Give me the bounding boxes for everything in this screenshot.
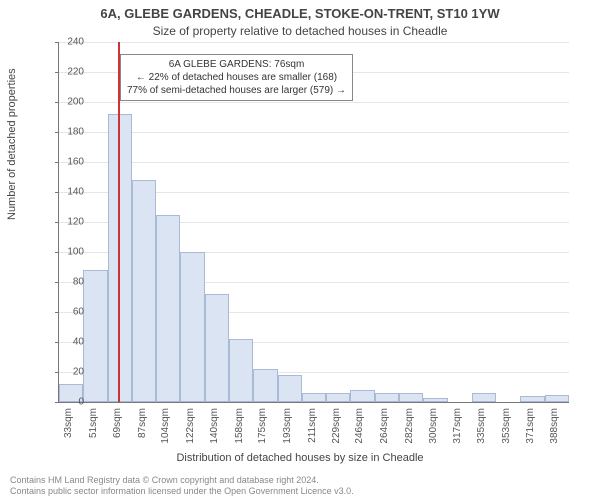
xtick-label: 175sqm (257, 408, 268, 448)
ytick-label: 240 (54, 37, 84, 48)
histogram-bar (156, 215, 180, 403)
annotation-line-2: ← 22% of detached houses are smaller (16… (127, 71, 346, 84)
histogram-bar (545, 395, 569, 403)
xtick-label: 51sqm (88, 408, 99, 448)
xtick-label: 335sqm (476, 408, 487, 448)
histogram-bar (132, 180, 156, 402)
ytick-label: 120 (54, 217, 84, 228)
histogram-bar (83, 270, 107, 402)
histogram-bar (205, 294, 229, 402)
annotation-line-1: 6A GLEBE GARDENS: 76sqm (127, 58, 346, 71)
ytick-label: 60 (54, 307, 84, 318)
histogram-bar (375, 393, 399, 402)
xtick-label: 317sqm (452, 408, 463, 448)
xtick-label: 300sqm (428, 408, 439, 448)
xtick-label: 87sqm (137, 408, 148, 448)
xtick-label: 353sqm (501, 408, 512, 448)
histogram-bar (326, 393, 350, 402)
y-axis-label: Number of detached properties (6, 68, 18, 220)
xtick-label: 229sqm (331, 408, 342, 448)
histogram-bar (253, 369, 277, 402)
chart-subtitle: Size of property relative to detached ho… (0, 24, 600, 38)
xtick-label: 122sqm (185, 408, 196, 448)
histogram-bar (302, 393, 326, 402)
histogram-bar (278, 375, 302, 402)
footer-attribution: Contains HM Land Registry data © Crown c… (10, 475, 354, 496)
histogram-bar (180, 252, 204, 402)
xtick-label: 33sqm (63, 408, 74, 448)
xtick-label: 246sqm (354, 408, 365, 448)
ytick-label: 20 (54, 367, 84, 378)
footer-line-1: Contains HM Land Registry data © Crown c… (10, 475, 354, 485)
ytick-label: 80 (54, 277, 84, 288)
histogram-bar (350, 390, 374, 402)
ytick-label: 100 (54, 247, 84, 258)
xtick-label: 211sqm (307, 408, 318, 448)
xtick-label: 140sqm (209, 408, 220, 448)
ytick-label: 140 (54, 187, 84, 198)
ytick-label: 40 (54, 337, 84, 348)
ytick-label: 180 (54, 127, 84, 138)
xtick-label: 388sqm (549, 408, 560, 448)
xtick-label: 264sqm (379, 408, 390, 448)
xtick-label: 69sqm (112, 408, 123, 448)
gridline (59, 132, 569, 133)
ytick-label: 0 (54, 397, 84, 408)
histogram-bar (423, 398, 447, 403)
histogram-bar (399, 393, 423, 402)
chart-title: 6A, GLEBE GARDENS, CHEADLE, STOKE-ON-TRE… (0, 6, 600, 21)
gridline (59, 42, 569, 43)
histogram-bar (229, 339, 253, 402)
ytick-label: 160 (54, 157, 84, 168)
xtick-label: 104sqm (160, 408, 171, 448)
annotation-line-3: 77% of semi-detached houses are larger (… (127, 84, 346, 97)
gridline (59, 162, 569, 163)
x-axis-label: Distribution of detached houses by size … (0, 452, 600, 464)
histogram-bar (520, 396, 544, 402)
xtick-label: 371sqm (525, 408, 536, 448)
xtick-label: 282sqm (404, 408, 415, 448)
ytick-label: 220 (54, 67, 84, 78)
footer-line-2: Contains public sector information licen… (10, 486, 354, 496)
ytick-label: 200 (54, 97, 84, 108)
gridline (59, 102, 569, 103)
annotation-box: 6A GLEBE GARDENS: 76sqm← 22% of detached… (120, 54, 353, 101)
xtick-label: 158sqm (234, 408, 245, 448)
xtick-label: 193sqm (282, 408, 293, 448)
histogram-bar (472, 393, 496, 402)
